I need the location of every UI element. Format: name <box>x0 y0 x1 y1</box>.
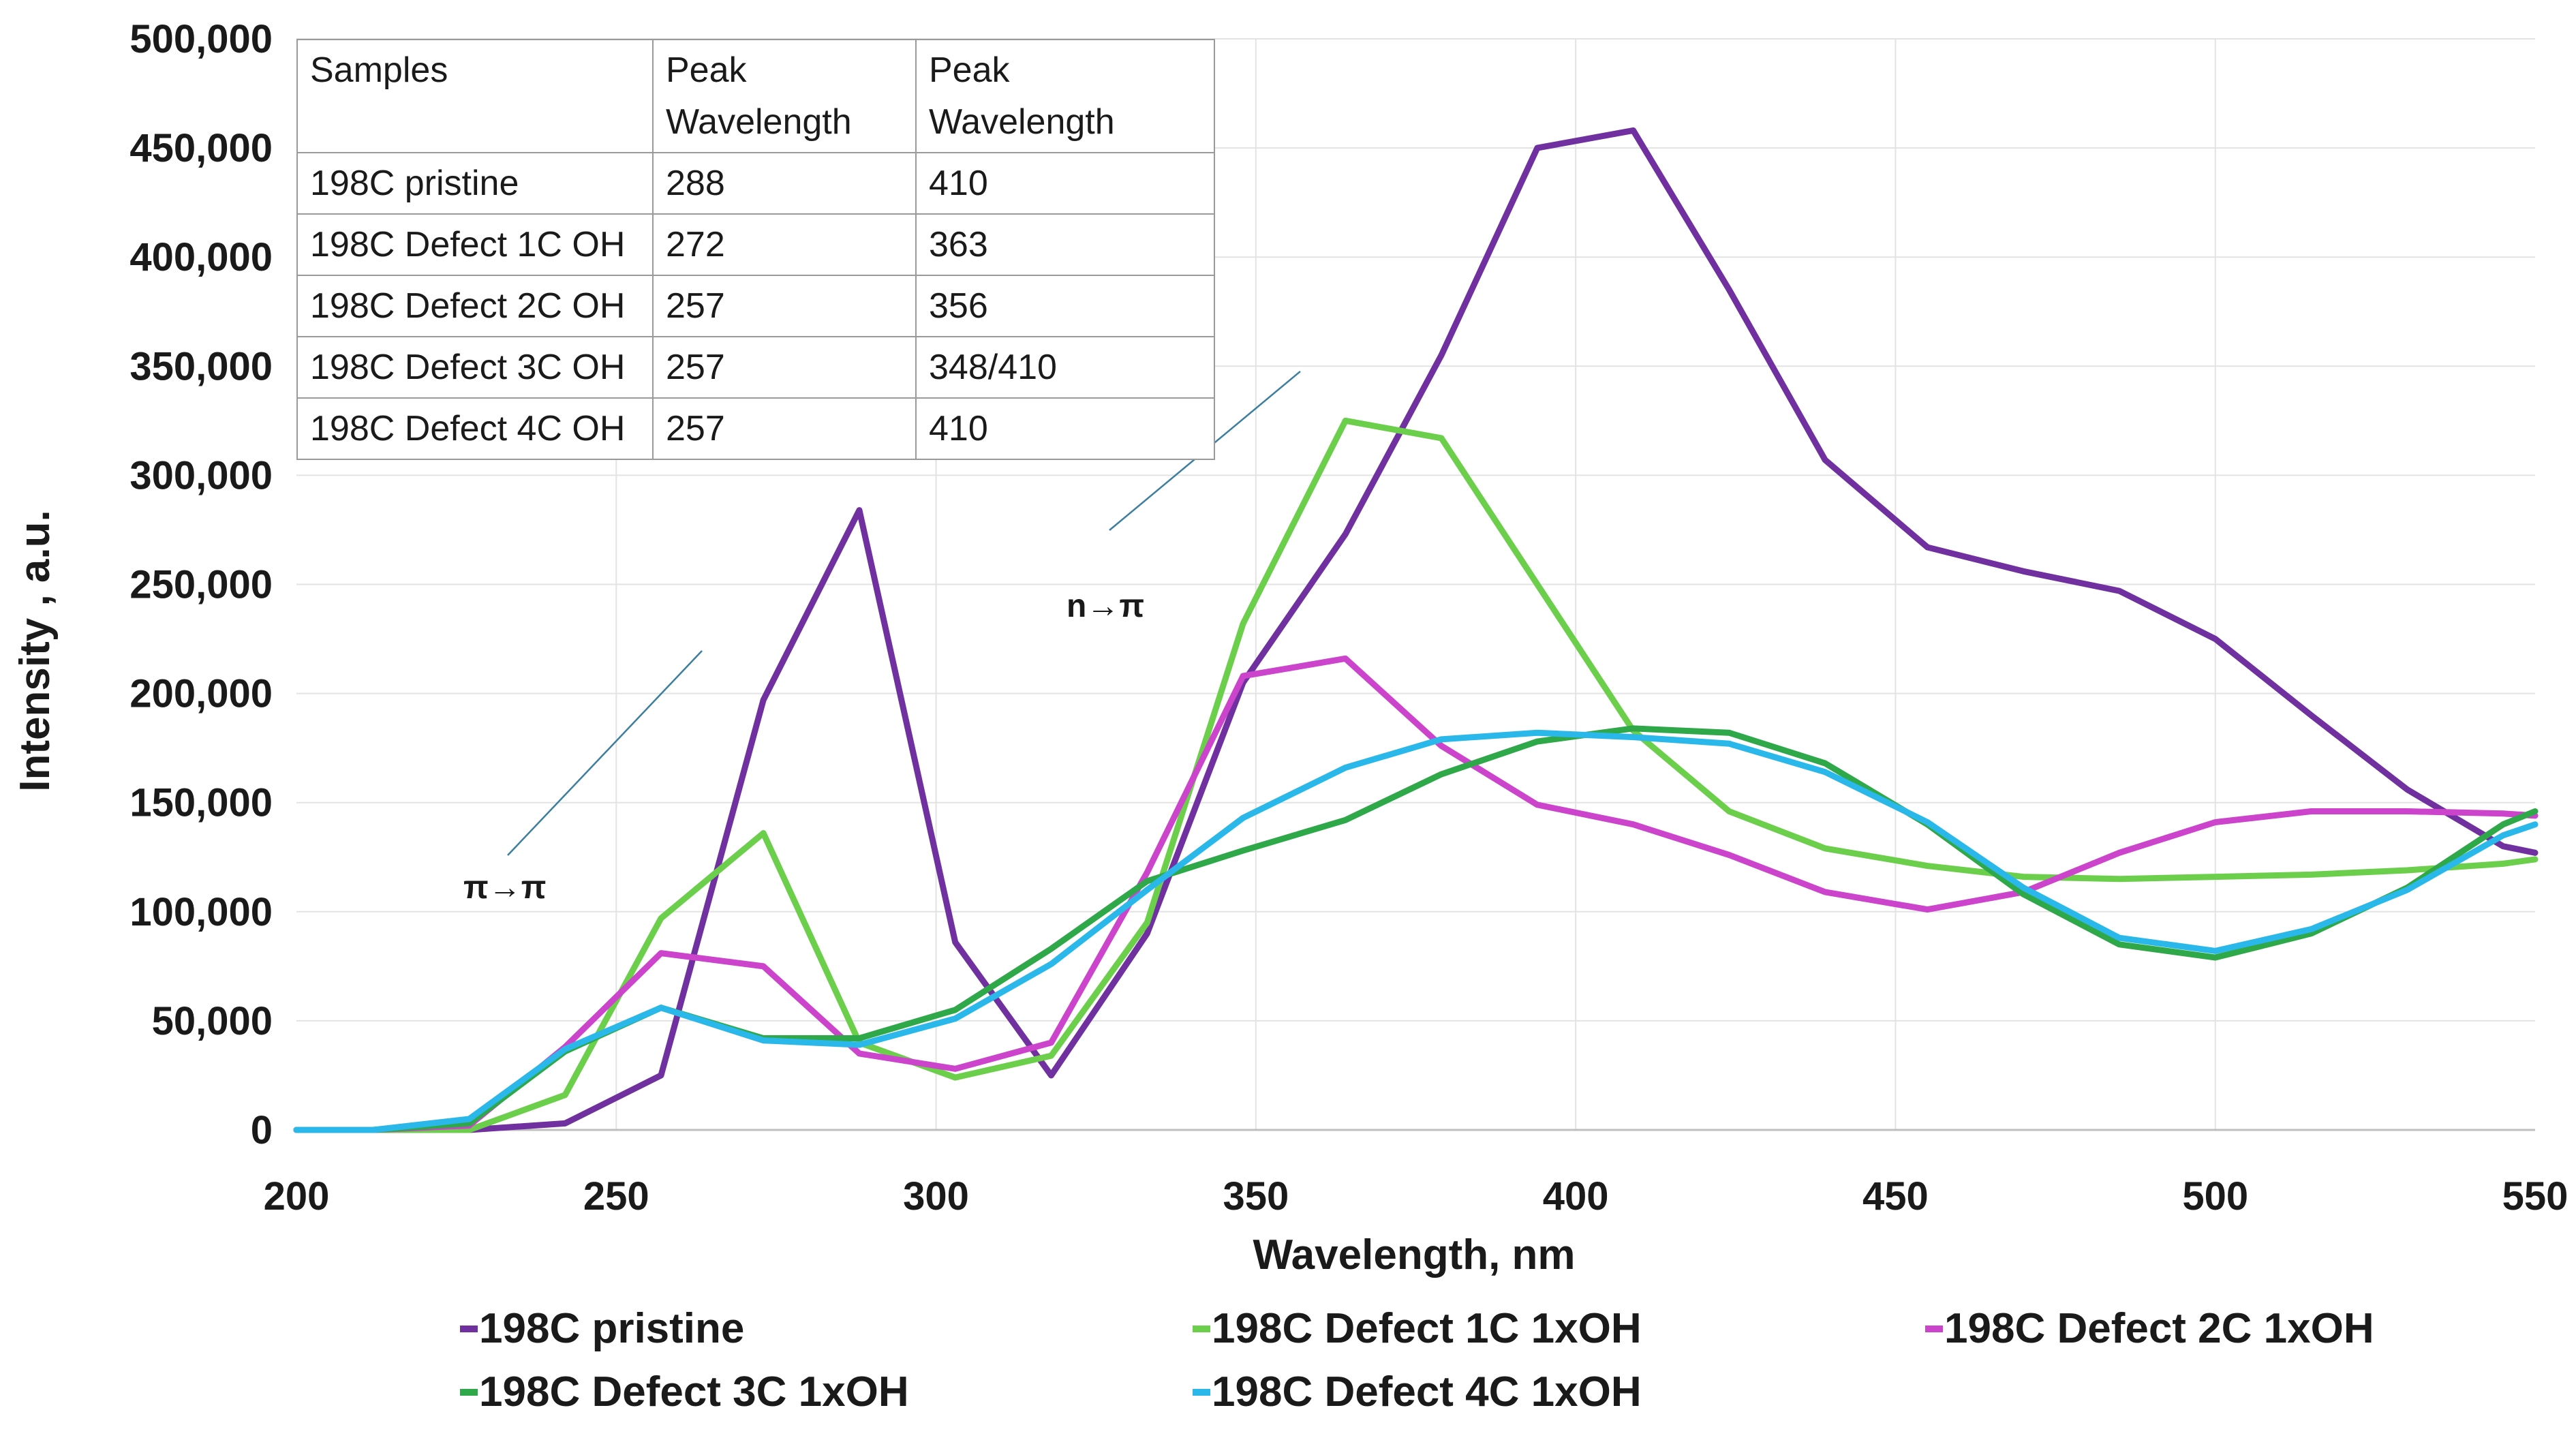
table-row: 198C Defect 4C OH 257 410 <box>296 397 1215 460</box>
table-cell: 363 <box>915 213 1215 276</box>
table-cell: 198C Defect 2C OH <box>296 275 654 337</box>
table-cell: 288 <box>652 152 917 215</box>
y-tick-label: 250,000 <box>129 563 273 607</box>
legend-label: 198C Defect 4C 1xOH <box>1212 1368 1642 1415</box>
table-cell: 198C Defect 1C OH <box>296 213 654 276</box>
table-cell: 198C pristine <box>296 152 654 215</box>
x-tick-label: 250 <box>583 1174 649 1219</box>
x-tick-label: 550 <box>2502 1174 2569 1219</box>
table-header-cell: Samples <box>296 39 654 153</box>
x-tick-label: 350 <box>1223 1174 1289 1219</box>
annotation-n-pi: n→π <box>1067 588 1144 624</box>
x-axis-title: Wavelength, nm <box>1253 1231 1575 1278</box>
x-tick-label: 200 <box>264 1174 330 1219</box>
peak-wavelength-table: Samples Peak Wavelength Peak Wavelength … <box>296 39 1215 460</box>
table-cell: 198C Defect 3C OH <box>296 336 654 399</box>
y-axis-tick-labels: 0 50,000 100,000 150,000 200,000 250,000 300,0… <box>129 17 273 1152</box>
legend-label: 198C Defect 3C 1xOH <box>479 1368 909 1415</box>
y-tick-label: 500,000 <box>129 17 273 61</box>
y-tick-label: 50,000 <box>152 999 273 1043</box>
y-tick-label: 350,000 <box>129 344 273 388</box>
legend-label: 198C Defect 2C 1xOH <box>1944 1305 2374 1352</box>
table-row: 198C pristine 288 410 <box>296 152 1215 215</box>
table-cell: 348/410 <box>915 336 1215 399</box>
table-row: 198C Defect 2C OH 257 356 <box>296 275 1215 337</box>
legend: 198C pristine 198C Defect 1C 1xOH 198C Def… <box>460 1305 2374 1415</box>
series-line-3 <box>293 655 2539 1133</box>
table-cell: 198C Defect 4C OH <box>296 397 654 460</box>
y-tick-label: 0 <box>251 1108 273 1152</box>
table-header-cell: Peak Wavelength <box>915 39 1215 153</box>
series-line-1 <box>293 127 2539 1133</box>
table-cell: 257 <box>652 397 917 460</box>
y-tick-label: 150,000 <box>129 781 273 825</box>
y-tick-label: 100,000 <box>129 890 273 934</box>
table-cell: 257 <box>652 336 917 399</box>
x-axis-tick-labels: 200 250 300 350 400 450 500 550 <box>264 1174 2569 1219</box>
series-line-5 <box>293 729 2539 1133</box>
y-tick-label: 300,000 <box>129 453 273 497</box>
y-tick-label: 400,000 <box>129 235 273 279</box>
x-tick-label: 300 <box>903 1174 969 1219</box>
table-header-cell: Peak Wavelength <box>652 39 917 153</box>
legend-label: 198C pristine <box>479 1305 744 1352</box>
table-cell: 410 <box>915 397 1215 460</box>
y-tick-label: 450,000 <box>129 126 273 170</box>
table-row: 198C Defect 3C OH 257 348/410 <box>296 336 1215 399</box>
y-tick-label: 200,000 <box>129 672 273 716</box>
table-cell: 272 <box>652 213 917 276</box>
table-cell: 356 <box>915 275 1215 337</box>
table-cell: 257 <box>652 275 917 337</box>
series-line-2 <box>293 417 2539 1133</box>
annotation-pi-pi: π→π <box>463 870 547 906</box>
table-row: 198C Defect 1C OH 272 363 <box>296 213 1215 276</box>
table-header-row: Samples Peak Wavelength Peak Wavelength <box>296 39 1215 153</box>
table-cell: 410 <box>915 152 1215 215</box>
y-axis-title: Intensity , a.u. <box>12 510 59 791</box>
annotation-arrow-pi-pi <box>507 650 703 856</box>
legend-label: 198C Defect 1C 1xOH <box>1212 1305 1642 1352</box>
x-tick-label: 500 <box>2182 1174 2248 1219</box>
x-tick-label: 450 <box>1862 1174 1929 1219</box>
series-lines <box>293 127 2539 1133</box>
x-tick-label: 400 <box>1543 1174 1609 1219</box>
